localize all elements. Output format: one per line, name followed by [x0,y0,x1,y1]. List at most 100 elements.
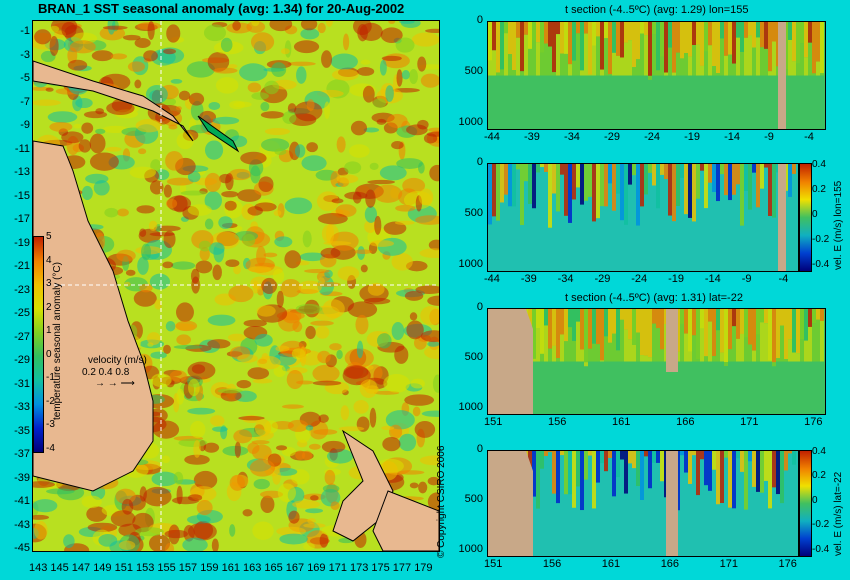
panel-y-tick: 0 [476,156,483,168]
vel-colorbar-tick: -0.2 [812,519,830,531]
panel-x-tick: 176 [778,558,797,570]
map-y-tick: -3 [20,48,30,61]
panel-y-tick: 0 [476,301,483,313]
page-title: BRAN_1 SST seasonal anomaly (avg: 1.34) … [38,1,405,16]
panel-x-tick: -34 [564,131,580,143]
panel1-title: t section (-4..5ºC) (avg: 1.29) lon=155 [565,4,749,16]
map-x-tick: 177 [392,562,412,574]
map-x-tick: 175 [371,562,390,574]
panel-x-tick: -29 [594,273,611,285]
map-colorbar-tick: 1 [46,325,52,336]
section-panel-temp-lat22[interactable] [487,308,826,415]
section-panel-temp-lon155[interactable] [487,21,826,130]
map-x-tick: 159 [200,562,219,574]
map-colorbar-tick: 3 [46,278,52,289]
panel-y-tick: 500 [464,206,483,219]
map-x-tick: 153 [136,562,155,574]
sst-anomaly-map[interactable] [32,20,440,552]
map-x-tick: 169 [307,562,326,574]
map-y-tick: -9 [20,119,30,131]
panel-y-tick: 1000 [458,257,483,270]
map-colorbar-tick: 0 [46,348,52,360]
panel-x-tick: -14 [704,273,721,285]
map-x-tick: 155 [157,562,176,574]
map-y-tick: -41 [14,495,30,507]
map-x-tick: 165 [264,562,283,574]
panel-x-tick: -24 [631,273,648,285]
map-x-tick: 147 [71,562,91,574]
map-x-tick: 149 [93,562,112,574]
panel-x-tick: -4 [804,131,814,143]
map-y-tick: -13 [14,166,30,178]
panel-y-tick: 1000 [458,401,483,413]
map-x-tick: 143 [29,562,48,574]
panel-x-tick: -44 [484,273,500,285]
section-panel-vel-lon155[interactable] [487,163,799,272]
panel-x-tick: 171 [719,558,738,570]
map-y-tick: -1 [20,25,30,37]
map-y-tick: -19 [14,236,30,249]
map-x-tick: 173 [350,562,369,574]
panel-x-tick: -19 [684,131,700,143]
map-canvas [33,21,439,551]
map-colorbar-label: temperature seasonal anomaly (°C) [52,262,63,420]
vel-colorbar-tick: 0.2 [812,470,826,482]
panel3-title: t section (-4..5ºC) (avg: 1.31) lat=-22 [565,292,743,304]
vel-colorbar-tick: 0.4 [812,159,826,170]
map-colorbar [33,236,44,453]
panel-x-tick: -19 [668,273,684,285]
map-y-tick: -31 [14,377,30,390]
panel-x-tick: 171 [740,416,759,428]
panel-x-tick: 156 [542,558,562,570]
map-y-tick: -45 [14,542,30,554]
section-panel-vel-lat22[interactable] [487,450,799,557]
map-y-tick: -15 [14,189,30,202]
panel-x-tick: 161 [612,416,631,428]
map-colorbar-tick: -4 [46,442,55,454]
vel-colorbar-label-lon155: vel. E (m/s) lon=155 [833,180,844,270]
map-y-tick: -7 [20,95,30,108]
panel-x-tick: 161 [601,558,621,570]
map-colorbar-tick: -2 [46,395,55,407]
vel-colorbar-lat22 [799,450,812,557]
panel-y-tick: 500 [464,64,483,77]
panel-y-tick: 1000 [458,543,483,555]
map-y-tick: -35 [14,424,30,437]
map-colorbar-tick: 5 [46,231,52,242]
panel-x-tick: 176 [804,416,823,428]
map-colorbar-tick: -3 [46,419,55,430]
map-y-tick: -37 [14,448,30,460]
vel-colorbar-tick: -0.4 [812,258,830,270]
map-y-tick: -29 [14,354,30,366]
map-x-tick: 145 [50,562,69,574]
copyright-text: © Copyright CSIRO 2006 [436,445,447,558]
panel-x-tick: 166 [660,558,680,570]
panel-x-tick: -34 [557,273,574,285]
velocity-label: velocity (m/s) [88,355,147,366]
panel-x-tick: 151 [484,558,503,570]
vel-colorbar-tick: 0 [812,494,818,506]
panel-x-tick: -39 [524,131,540,143]
panel-x-tick: 151 [484,416,503,428]
panel-x-tick: 156 [548,416,567,428]
map-y-tick: -11 [14,142,30,155]
map-x-tick: 163 [243,562,262,574]
panel-y-tick: 0 [476,14,483,26]
map-x-tick: 151 [114,562,133,574]
panel-x-tick: -9 [764,131,774,143]
panel-x-tick: -9 [741,273,752,285]
panel-y-tick: 500 [464,351,483,363]
panel-y-tick: 1000 [458,115,483,128]
vel-colorbar-tick: 0.4 [812,446,826,457]
panel-x-tick: -29 [604,131,620,143]
map-y-tick: -5 [20,72,30,84]
panel-y-tick: 500 [464,493,483,505]
panel-x-tick: -4 [778,273,789,285]
map-y-tick: -39 [14,471,30,484]
panel-x-tick: 166 [676,416,695,428]
map-y-tick: -33 [14,401,30,413]
panel-x-tick: -39 [520,273,537,285]
panel-x-tick: -14 [724,131,741,143]
panel-x-tick: -24 [644,131,660,143]
map-x-tick: 167 [285,562,305,574]
